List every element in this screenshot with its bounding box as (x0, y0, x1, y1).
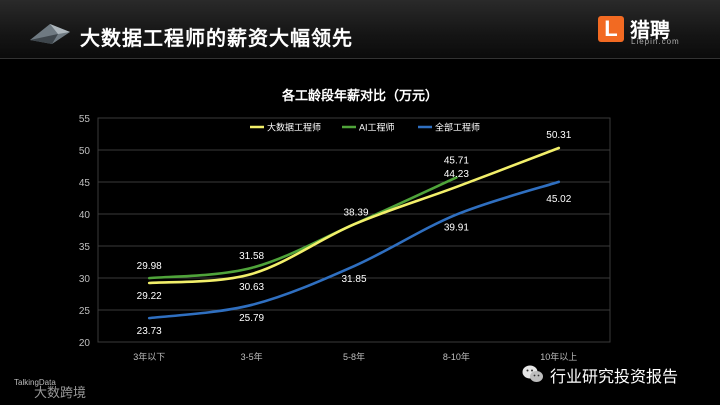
footer-watermark: TalkingData 大数跨境 (4, 378, 87, 401)
series-line (147, 146, 561, 285)
data-label: 31.85 (341, 274, 366, 285)
salary-line-chart: 各工龄段年薪对比（万元） 20 25 30 35 40 45 50 55 3年以下 3-5年 5-8… (79, 88, 611, 362)
diamond-logo-icon (30, 24, 70, 44)
data-label: 39.91 (444, 223, 469, 234)
y-tick-label: 35 (79, 242, 91, 253)
x-tick-label: 8-10年 (443, 351, 470, 362)
brand-logo: L 猎聘 Liepin.com (598, 14, 708, 48)
data-label: 31.58 (239, 251, 264, 262)
chart-title: 各工龄段年薪对比（万元） (281, 88, 438, 103)
y-tick-label: 45 (79, 178, 91, 189)
data-label: 23.73 (137, 326, 162, 337)
series-line (147, 176, 458, 280)
data-label: 45.02 (546, 194, 571, 205)
legend-label: 大数据工程师 (267, 122, 321, 133)
data-label: 44.23 (444, 169, 469, 180)
data-label: 29.98 (137, 261, 162, 272)
wechat-icon (522, 365, 543, 382)
data-label: 38.39 (343, 207, 368, 218)
series-line (147, 180, 561, 320)
y-tick-label: 55 (79, 114, 91, 125)
y-tick-label: 20 (79, 338, 91, 349)
x-tick-label: 3-5年 (241, 351, 263, 362)
y-tick-label: 30 (79, 274, 91, 285)
y-tick-label: 40 (79, 210, 91, 221)
data-label: 30.63 (239, 282, 264, 293)
data-label: 25.79 (239, 313, 264, 324)
wechat-watermark: 行业研究投资报告 (522, 360, 712, 388)
footer-small-text: TalkingData (14, 378, 56, 387)
wechat-text: 行业研究投资报告 (550, 369, 679, 386)
data-label: 50.31 (546, 130, 571, 141)
brand-subtitle: Liepin.com (631, 37, 680, 46)
footer-left-text: 大数跨境 (34, 385, 87, 400)
data-label: 29.22 (137, 291, 162, 302)
y-tick-label: 50 (79, 146, 91, 157)
data-label: 45.71 (444, 155, 469, 166)
header-divider (0, 58, 720, 59)
legend-label: AI工程师 (359, 122, 395, 133)
plot-area (97, 117, 611, 343)
y-tick-label: 25 (79, 306, 91, 317)
x-tick-label: 3年以下 (133, 351, 165, 362)
x-tick-label: 10年以上 (540, 351, 577, 362)
slide-title: 大数据工程师的薪资大幅领先 (80, 28, 353, 50)
brand-name: 猎聘 (630, 20, 670, 42)
legend-label: 全部工程师 (435, 122, 480, 133)
brand-letter: L (598, 16, 624, 42)
x-tick-label: 5-8年 (343, 351, 365, 362)
